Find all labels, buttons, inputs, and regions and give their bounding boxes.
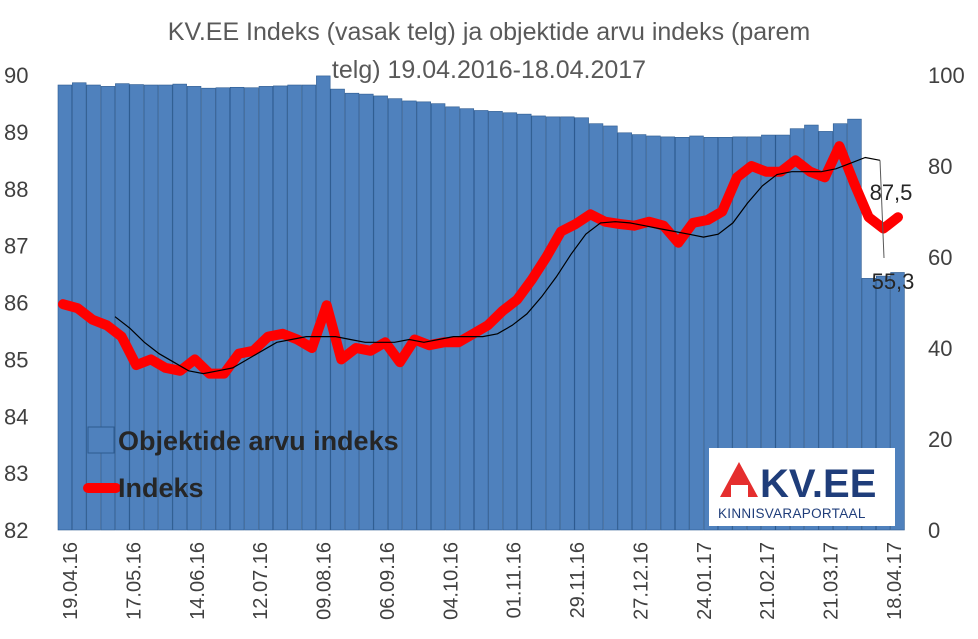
annotation-leader-line bbox=[879, 160, 885, 259]
bar bbox=[301, 84, 317, 531]
bar bbox=[617, 132, 632, 531]
left-axis-tick-label: 84 bbox=[4, 404, 28, 429]
x-axis-tick-label: 17.05.16 bbox=[123, 542, 145, 620]
left-axis-tick-label: 89 bbox=[4, 120, 28, 145]
bar bbox=[603, 125, 618, 531]
x-axis-tick-label: 04.10.16 bbox=[440, 542, 462, 620]
bar bbox=[574, 117, 589, 531]
bar bbox=[402, 100, 417, 531]
left-axis-tick-label: 90 bbox=[4, 63, 28, 88]
x-axis-tick-label: 06.09.16 bbox=[377, 542, 399, 620]
bar bbox=[244, 87, 259, 531]
bar bbox=[344, 92, 360, 531]
logo-subtext: KINNISVARAPORTAAL bbox=[718, 506, 866, 521]
right-axis-tick-label: 80 bbox=[928, 154, 952, 179]
bar bbox=[660, 136, 676, 531]
x-axis-tick-label: 24.01.17 bbox=[694, 542, 716, 620]
bar bbox=[818, 131, 833, 531]
bar bbox=[588, 123, 604, 531]
x-axis-tick-label: 21.02.17 bbox=[757, 542, 779, 620]
bar bbox=[186, 86, 202, 531]
bar bbox=[445, 106, 460, 531]
bar bbox=[517, 113, 532, 531]
x-axis-tick-label: 12.07.16 bbox=[250, 542, 272, 620]
bar bbox=[545, 116, 561, 531]
x-axis-tick-label: 21.03.17 bbox=[821, 542, 843, 620]
bar bbox=[689, 135, 704, 531]
bar bbox=[718, 137, 733, 531]
right-axis-tick-label: 0 bbox=[928, 518, 940, 543]
x-axis-tick-label: 27.12.16 bbox=[631, 542, 653, 620]
bar bbox=[560, 116, 575, 531]
right-axis-tick-label: 60 bbox=[928, 245, 952, 270]
trend-line bbox=[114, 156, 881, 375]
left-axis-tick-label: 85 bbox=[4, 347, 28, 372]
bar bbox=[86, 84, 101, 531]
bar bbox=[201, 87, 216, 531]
indeks-last-value-label: 87,5 bbox=[870, 180, 913, 205]
left-axis-tick-label: 88 bbox=[4, 177, 28, 202]
bar bbox=[746, 136, 762, 531]
bar bbox=[258, 86, 274, 531]
left-axis-tick-label: 82 bbox=[4, 518, 28, 543]
chart-title-line-2: telg) 19.04.2016-18.04.2017 bbox=[332, 56, 646, 84]
chart-title-line-1: KV.EE Indeks (vasak telg) ja objektide a… bbox=[168, 18, 810, 46]
bar bbox=[287, 84, 302, 531]
bar bbox=[775, 134, 790, 531]
right-axis-ticks: 0 20 40 60 80 100 bbox=[928, 63, 965, 543]
bar bbox=[531, 115, 546, 531]
right-axis-tick-label: 100 bbox=[928, 63, 965, 88]
legend: Objektide arvu indeks Indeks bbox=[83, 426, 399, 503]
house-icon bbox=[720, 462, 758, 497]
bar bbox=[430, 103, 446, 531]
indeks-line bbox=[58, 141, 903, 379]
bar bbox=[732, 136, 747, 531]
right-axis-tick-label: 40 bbox=[928, 336, 952, 361]
x-axis-tick-label: 19.04.16 bbox=[60, 542, 82, 620]
x-axis-ticks: 19.04.16 17.05.16 14.06.16 12.07.16 09.08.16… bbox=[60, 542, 906, 620]
left-axis-tick-label: 87 bbox=[4, 234, 28, 259]
left-axis-tick-label: 86 bbox=[4, 291, 28, 316]
bar bbox=[215, 87, 230, 531]
bar bbox=[143, 84, 159, 531]
logo-background bbox=[709, 448, 895, 526]
bar bbox=[804, 124, 819, 531]
bar bbox=[100, 86, 116, 531]
kv-ee-logo: KV.EE KINNISVARAPORTAAL bbox=[709, 448, 895, 526]
bar bbox=[387, 98, 403, 531]
x-axis-tick-label: 01.11.16 bbox=[504, 542, 526, 618]
trend-last-value-label: 55,3 bbox=[872, 269, 915, 294]
x-axis-tick-label: 09.08.16 bbox=[314, 542, 336, 620]
logo-text: KV.EE bbox=[760, 462, 876, 506]
bar bbox=[459, 108, 475, 531]
bar bbox=[675, 137, 690, 531]
bar bbox=[172, 83, 187, 531]
legend-swatch-bar bbox=[87, 426, 115, 454]
bar bbox=[416, 101, 431, 531]
bar bbox=[273, 85, 288, 531]
x-axis-tick-label: 18.04.17 bbox=[884, 542, 906, 620]
x-axis-tick-label: 29.11.16 bbox=[567, 542, 589, 618]
left-axis-ticks: 82 83 84 85 86 87 88 89 90 bbox=[4, 63, 28, 543]
bar bbox=[373, 95, 388, 531]
bar bbox=[761, 134, 776, 531]
bar bbox=[832, 123, 848, 531]
legend-label-line: Indeks bbox=[118, 473, 204, 503]
bar bbox=[646, 135, 661, 531]
bar bbox=[158, 84, 173, 531]
left-axis-tick-label: 83 bbox=[4, 461, 28, 486]
bar bbox=[229, 86, 245, 531]
x-axis-tick-label: 14.06.16 bbox=[187, 542, 209, 620]
bar bbox=[115, 83, 130, 531]
legend-label-bar: Objektide arvu indeks bbox=[118, 426, 399, 456]
bar bbox=[502, 112, 518, 531]
bar bbox=[359, 93, 374, 531]
bar bbox=[129, 84, 144, 531]
bar bbox=[789, 128, 805, 531]
right-axis-tick-label: 20 bbox=[928, 427, 952, 452]
bar bbox=[631, 134, 647, 531]
bar bbox=[847, 118, 862, 531]
